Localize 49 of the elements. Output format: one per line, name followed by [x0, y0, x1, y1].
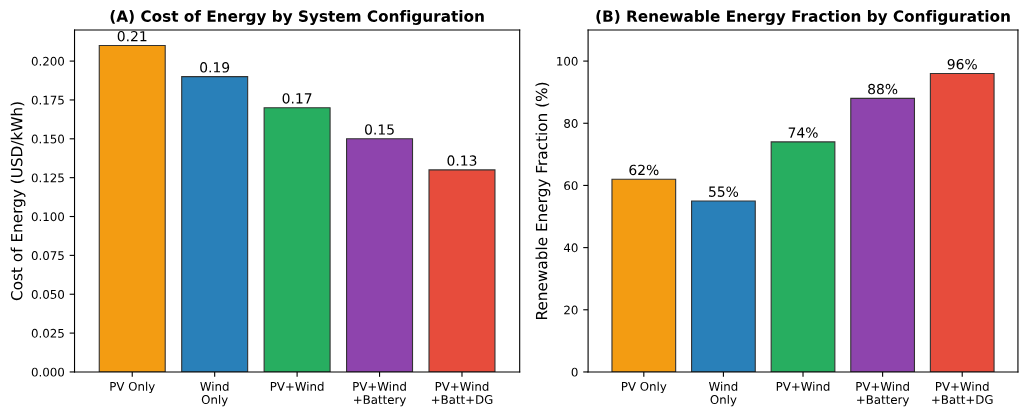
bar — [929, 72, 995, 372]
data-label: 62% — [629, 164, 659, 176]
y-tick-label: 80 — [564, 118, 578, 128]
x-tick-label: PV Only — [110, 381, 155, 394]
y-tick-label: 0.050 — [31, 289, 65, 299]
x-tick-label: PV+Wind — [776, 381, 830, 391]
y-tick-label: 100 — [557, 56, 578, 66]
y-tick-label: 0.175 — [31, 95, 64, 105]
x-tick-label: PV+Wind +Batt+DG — [932, 381, 993, 405]
data-label: 0.19 — [200, 62, 230, 73]
bar — [181, 76, 249, 372]
bar — [770, 141, 836, 372]
x-tick-label: PV Only — [621, 381, 667, 394]
bar — [346, 138, 414, 372]
y-tick-label: 0.125 — [31, 173, 64, 183]
y-axis-title: Cost of Energy (USD/kWh) — [10, 102, 26, 301]
data-label: 0.17 — [282, 93, 312, 104]
bar — [611, 178, 677, 372]
x-tick-label: PV+Wind — [270, 381, 324, 391]
y-tick-label: 0.000 — [31, 367, 65, 377]
y-tick-label: 0.100 — [31, 212, 65, 222]
x-tick-label: Wind Only — [200, 381, 229, 407]
chart-title: (A) Cost of Energy by System Configuration — [110, 10, 484, 25]
y-axis-title: Renewable Energy Fraction (%) — [535, 82, 551, 320]
data-label: 96% — [947, 58, 977, 70]
y-tick-label: 0 — [571, 367, 578, 377]
y-tick-label: 20 — [564, 305, 578, 315]
x-tick-label: PV+Wind +Batt+DG — [431, 381, 493, 405]
bar — [850, 97, 916, 372]
x-tick-label: PV+Wind +Battery — [353, 381, 406, 407]
bar — [263, 107, 331, 372]
bar — [428, 169, 496, 372]
x-tick-label: PV+Wind +Battery — [856, 381, 910, 407]
data-label: 0.13 — [447, 155, 477, 166]
y-tick-label: 40 — [563, 243, 578, 253]
bar — [691, 200, 756, 372]
data-label: 88% — [868, 83, 898, 95]
chart-title: (B) Renewable Energy Fraction by Configuration — [596, 10, 1010, 25]
data-label: 55% — [709, 186, 739, 197]
y-tick-label: 0.075 — [31, 251, 64, 261]
y-tick-label: 0.200 — [31, 56, 65, 66]
y-tick-label: 60 — [564, 181, 578, 191]
y-tick-label: 0.150 — [31, 134, 65, 144]
data-label: 0.15 — [365, 124, 394, 135]
data-label: 0.21 — [117, 30, 147, 42]
y-tick-label: 0.025 — [31, 328, 64, 338]
bar — [98, 44, 166, 372]
x-tick-label: Wind Only — [708, 381, 738, 407]
data-label: 74% — [788, 127, 818, 138]
